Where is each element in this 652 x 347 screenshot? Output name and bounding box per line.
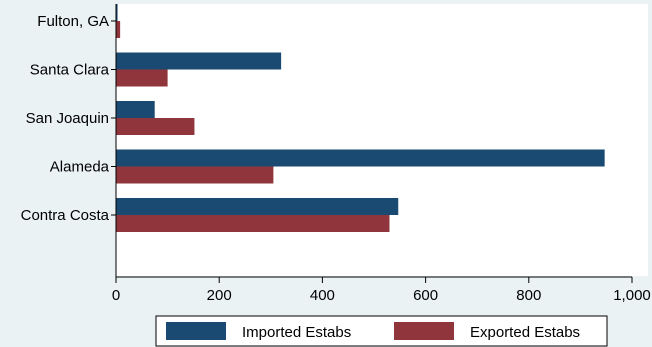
bar-imported-0	[116, 4, 118, 21]
bar-exported-3	[116, 166, 274, 184]
x-tick-label-2: 400	[310, 287, 335, 304]
category-label-3: Alameda	[50, 159, 110, 176]
bar-exported-2	[116, 118, 195, 135]
bar-exported-0	[116, 21, 121, 38]
category-label-0: Fulton, GA	[37, 13, 109, 30]
legend-label-exported: Exported Estabs	[470, 324, 580, 341]
x-ticks-group: 0 200 400 600 800 1,000	[112, 277, 651, 304]
legend-label-imported: Imported Estabs	[242, 324, 351, 341]
bar-imported-3	[116, 149, 605, 167]
plot-area	[116, 4, 648, 276]
bar-imported-2	[116, 101, 155, 118]
legend: Imported Estabs Exported Estabs	[155, 315, 608, 347]
bar-exported-4	[116, 215, 390, 232]
bars-group	[116, 4, 605, 232]
x-tick-label-4: 800	[516, 287, 541, 304]
bar-exported-1	[116, 69, 168, 87]
category-label-4: Contra Costa	[21, 207, 110, 224]
bar-imported-1	[116, 52, 282, 70]
category-label-2: San Joaquin	[26, 110, 109, 127]
category-label-1: Santa Clara	[30, 62, 110, 79]
legend-swatch-exported	[394, 322, 454, 340]
x-tick-label-0: 0	[112, 287, 120, 304]
x-tick-label-5: 1,000	[613, 287, 651, 304]
legend-box	[155, 315, 608, 347]
x-tick-label-1: 200	[207, 287, 232, 304]
legend-swatch-imported	[166, 322, 226, 340]
x-tick-label-3: 600	[413, 287, 438, 304]
category-labels-group: Fulton, GA Santa Clara San Joaquin Alameda C…	[21, 13, 116, 224]
bar-imported-4	[116, 198, 399, 215]
